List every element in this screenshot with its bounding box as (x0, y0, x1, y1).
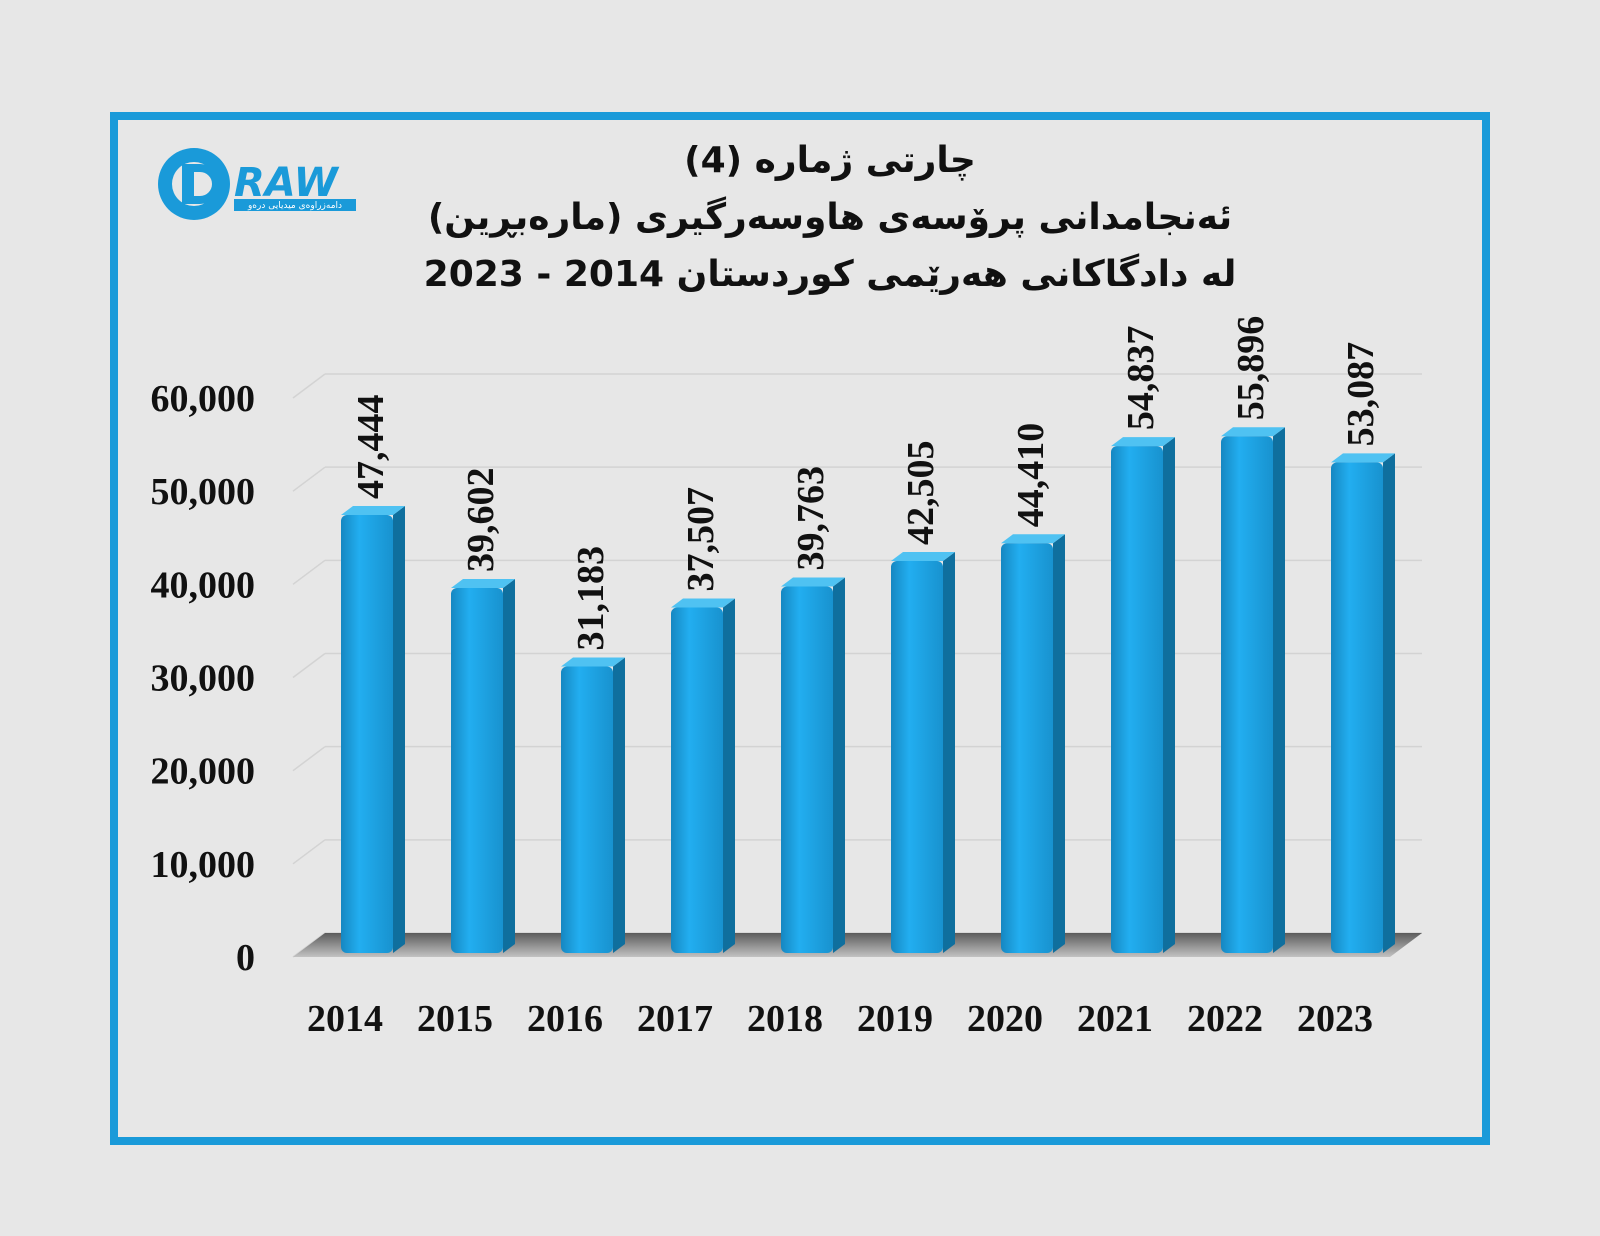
data-label: 37,507 (680, 487, 722, 592)
bar-2019 (891, 551, 955, 953)
chart-title-line1: چارتی ژمارە (4) (684, 140, 976, 181)
x-axis: 2014 2015 2016 2017 2018 2019 2020 2021 2022 2023 (307, 998, 1373, 1040)
bar-2022 (1221, 427, 1285, 953)
data-label: 54,837 (1120, 326, 1162, 431)
gridline-side (292, 746, 326, 772)
bar-2021 (1111, 437, 1175, 954)
bar-side (1383, 453, 1395, 953)
x-tick-label: 2016 (527, 998, 603, 1040)
y-tick-label: 50,000 (151, 471, 256, 513)
data-labels: 47,444 39,602 31,183 37,507 39,763 42,505 44,4… (350, 316, 1382, 651)
logo-tagline: دامەزراوەی میدیایی درەو (247, 201, 342, 211)
y-tick-label: 30,000 (151, 658, 256, 700)
bar-top (891, 551, 955, 561)
bar-side (1053, 534, 1065, 953)
x-tick-label: 2014 (307, 998, 383, 1040)
bars (341, 427, 1395, 954)
bar-top (1001, 534, 1065, 544)
y-tick-label: 0 (236, 937, 255, 979)
gridline-side (292, 466, 326, 492)
bar-side (613, 657, 625, 953)
bar-side (723, 598, 735, 953)
bar-front (781, 586, 833, 953)
bar-top (781, 577, 845, 587)
bar-front (561, 666, 613, 953)
x-tick-label: 2015 (417, 998, 493, 1040)
logo-brand-text: RAW (234, 160, 340, 206)
bar-front (1221, 436, 1273, 953)
bar-side (1273, 427, 1285, 953)
chart-title-line3: لە دادگاکانی هەرێمی کوردستان 2014 - 2023 (423, 254, 1237, 295)
x-tick-label: 2023 (1297, 998, 1373, 1040)
bar-2018 (781, 577, 845, 953)
chart-titles: چارتی ژمارە (4) ئەنجامدانی پرۆسەی هاوسەر… (360, 132, 1300, 303)
x-tick-label: 2021 (1077, 998, 1153, 1040)
bar-front (1001, 543, 1053, 953)
x-tick-label: 2017 (637, 998, 713, 1040)
y-tick-label: 10,000 (151, 844, 256, 886)
bar-2015 (451, 579, 515, 953)
x-tick-label: 2019 (857, 998, 933, 1040)
bar-2020 (1001, 534, 1065, 953)
gridline-side (292, 652, 326, 679)
data-label: 42,505 (900, 440, 942, 545)
gridline-side (292, 559, 326, 585)
bar-top (1111, 437, 1175, 447)
x-tick-label: 2018 (747, 998, 823, 1040)
y-tick-label: 60,000 (151, 378, 256, 420)
data-label: 44,410 (1010, 423, 1052, 528)
bar-top (341, 505, 405, 515)
bar-top (451, 579, 515, 589)
bar-front (671, 607, 723, 953)
data-label: 47,444 (350, 394, 392, 499)
bar-top (1221, 427, 1285, 437)
x-tick-label: 2020 (967, 998, 1043, 1040)
bar-2023 (1331, 453, 1395, 953)
bar-top (671, 598, 735, 608)
gridline-side (292, 373, 326, 399)
bar-front (1331, 462, 1383, 953)
bar-front (1111, 446, 1163, 953)
bar-side (833, 577, 845, 953)
bar-side (1163, 437, 1175, 954)
bar-top (1331, 453, 1395, 463)
bar-front (341, 514, 393, 953)
x-tick-label: 2022 (1187, 998, 1263, 1040)
gridline-side (292, 839, 326, 865)
bar-2014 (341, 505, 405, 953)
bar-top (561, 657, 625, 667)
y-tick-label: 40,000 (151, 564, 256, 606)
chart-title-line2: ئەنجامدانی پرۆسەی هاوسەرگیری (مارەبڕین) (427, 197, 1233, 238)
data-label: 39,602 (460, 468, 502, 573)
data-label: 31,183 (570, 546, 612, 651)
bar-2016 (561, 657, 625, 953)
y-axis: 0 10,000 20,000 30,000 40,000 50,000 60,000 (151, 378, 256, 979)
data-label: 53,087 (1340, 342, 1382, 447)
data-label: 39,763 (790, 466, 832, 571)
bar-front (451, 588, 503, 953)
data-label: 55,896 (1230, 316, 1272, 421)
y-tick-label: 20,000 (151, 751, 256, 793)
draw-logo: RAW دامەزراوەی میدیایی درەو (156, 144, 371, 228)
bar-front (891, 560, 943, 953)
bar-2017 (671, 598, 735, 953)
bar-side (943, 551, 955, 953)
bar-side (503, 579, 515, 953)
bar-side (393, 505, 405, 953)
